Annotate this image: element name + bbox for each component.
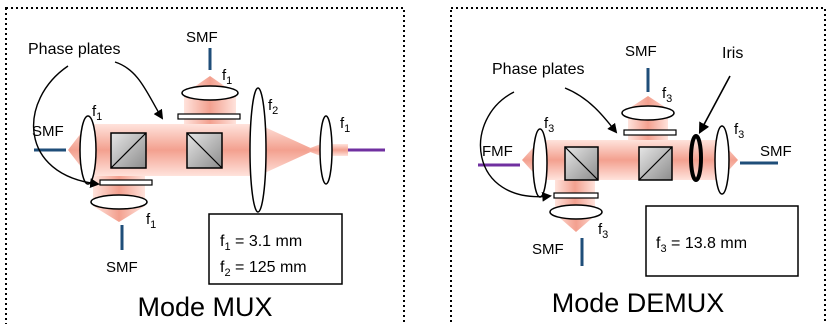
demux-phase-plate-arrow bbox=[564, 87, 618, 134]
demux-phase-plates-label: Phase plates bbox=[492, 61, 585, 78]
demux-spec-line-1: f3 = 13.8 mm bbox=[656, 235, 747, 255]
mux-cube-left bbox=[110, 132, 147, 169]
mux-spec-line-2: f2 = 125 mm bbox=[220, 259, 307, 279]
mux-panel-border bbox=[5, 7, 405, 324]
demux-curved-arrow bbox=[479, 91, 552, 202]
demux-iris-label: Iris bbox=[722, 45, 743, 62]
mux-curved-arrow bbox=[33, 65, 100, 188]
mux-phase-plate-bottom bbox=[99, 179, 153, 186]
demux-fmf-label: FMF bbox=[482, 143, 513, 160]
demux-focal-left: f3 bbox=[544, 115, 554, 135]
demux-iris-arrow bbox=[698, 75, 731, 134]
mux-focal-right: f1 bbox=[340, 115, 350, 135]
mux-smf-left-label: SMF bbox=[32, 123, 64, 140]
demux-cube-left bbox=[564, 146, 599, 181]
mux-title: Mode MUX bbox=[137, 292, 272, 322]
demux-smf-right-label: SMF bbox=[760, 143, 792, 160]
demux-panel-border bbox=[450, 7, 826, 324]
mux-cube-right bbox=[186, 132, 223, 169]
demux-lens-top bbox=[621, 105, 675, 121]
mux-spec-box bbox=[208, 213, 343, 285]
mux-phase-plates-label: Phase plates bbox=[28, 41, 121, 58]
mux-beam-down-cone bbox=[93, 206, 145, 222]
demux-phase-plate-bottom bbox=[553, 192, 599, 199]
demux-smf-bottom-label: SMF bbox=[532, 241, 564, 258]
mux-lens-top bbox=[181, 85, 239, 101]
mux-focal-bottom: f1 bbox=[146, 211, 156, 231]
mux-focal-left: f1 bbox=[92, 103, 102, 123]
mux-focal-large: f2 bbox=[268, 97, 278, 117]
mux-panel: Phase plates SMF SMF SMF f1 f1 f1 f2 f1 … bbox=[5, 7, 405, 324]
demux-cube-right bbox=[638, 146, 673, 181]
mux-phase-plate-arrow bbox=[114, 61, 164, 120]
mux-lens-bottom bbox=[90, 194, 148, 210]
demux-title: Mode DEMUX bbox=[552, 288, 725, 318]
mux-spec-line-1: f1 = 3.1 mm bbox=[220, 233, 302, 253]
demux-phase-plate-top bbox=[623, 129, 677, 136]
demux-focal-right: f3 bbox=[734, 121, 744, 141]
mux-beam-converging bbox=[258, 124, 315, 176]
mux-smf-bottom-label: SMF bbox=[106, 259, 138, 276]
demux-spec-box bbox=[645, 205, 799, 277]
demux-focal-top: f3 bbox=[662, 85, 672, 105]
demux-lens-bottom bbox=[549, 204, 603, 220]
demux-lens-left bbox=[532, 128, 548, 198]
mux-lens-right bbox=[319, 115, 333, 185]
mux-lens-left bbox=[79, 115, 97, 185]
mux-phase-plate-top bbox=[177, 113, 241, 120]
demux-smf-top-label: SMF bbox=[625, 43, 657, 60]
demux-lens-right bbox=[714, 125, 730, 195]
mux-lens-large bbox=[249, 87, 267, 213]
demux-iris bbox=[689, 134, 703, 182]
demux-panel: Phase plates Iris SMF SMF SMF FMF f3 f3 … bbox=[450, 7, 826, 324]
mux-smf-top-label: SMF bbox=[186, 29, 218, 46]
demux-focal-bottom: f3 bbox=[598, 221, 608, 241]
mux-focal-top: f1 bbox=[222, 67, 232, 87]
